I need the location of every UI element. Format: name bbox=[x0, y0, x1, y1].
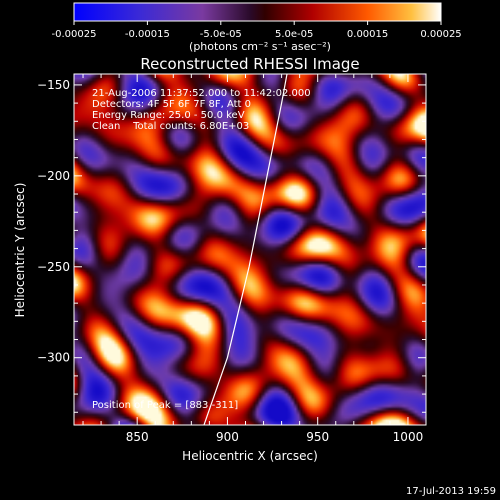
y-tick-label: −150 bbox=[37, 78, 70, 92]
y-tick-label: −250 bbox=[37, 260, 70, 274]
colorbar-tick-label: -0.00025 bbox=[52, 29, 97, 40]
annotation-time-range: 21-Aug-2006 11:37:52.000 to 11:42:02.000 bbox=[92, 88, 311, 99]
colorbar-tick-label: 0.00015 bbox=[347, 29, 388, 40]
footer-timestamp: 17-Jul-2013 19:59 bbox=[406, 486, 496, 497]
colorbar-unit-label: (photons cm⁻² s⁻¹ asec⁻²) bbox=[189, 40, 331, 53]
colorbar-tick-label: -0.00015 bbox=[125, 29, 170, 40]
chart-title: Reconstructed RHESSI Image bbox=[140, 55, 359, 73]
annotation-clean-counts: Clean Total counts: 6.80E+03 bbox=[92, 121, 249, 132]
x-axis-label: Heliocentric X (arcsec) bbox=[182, 449, 318, 463]
x-tick-label: 1000 bbox=[393, 430, 424, 444]
colorbar-tick-labels: -0.00025 -0.00015 -5.0e-05 5.0e-05 0.00015 0.… bbox=[52, 29, 462, 40]
annotation-peak-position: Position of Peak = [883,-311] bbox=[92, 400, 238, 411]
colorbar-tick-label: 5.0e-05 bbox=[275, 29, 313, 40]
x-tick-label: 950 bbox=[306, 430, 329, 444]
y-tick-label: −300 bbox=[37, 351, 70, 365]
x-tick-label: 900 bbox=[216, 430, 239, 444]
plot-frame bbox=[73, 73, 427, 426]
colorbar-tick-label: -5.0e-05 bbox=[200, 29, 242, 40]
colorbar-tick-label: 0.00025 bbox=[420, 29, 461, 40]
y-tick-label: −200 bbox=[37, 169, 70, 183]
solar-limb-curve bbox=[203, 74, 288, 425]
x-axis-ticks: 850 900 950 1000 bbox=[82, 74, 427, 444]
colorbar bbox=[73, 2, 442, 22]
x-tick-label: 850 bbox=[126, 430, 149, 444]
y-axis-label: Heliocentric Y (arcsec) bbox=[13, 183, 27, 318]
colorbar-ticks bbox=[73, 21, 442, 25]
annotation-energy-range: Energy Range: 25.0 - 50.0 keV bbox=[92, 110, 245, 121]
y-axis-ticks: −150 −200 −250 −300 bbox=[37, 78, 426, 413]
heatmap-image bbox=[74, 74, 426, 425]
annotation-detectors: Detectors: 4F 5F 6F 7F 8F, Att 0 bbox=[92, 99, 251, 110]
